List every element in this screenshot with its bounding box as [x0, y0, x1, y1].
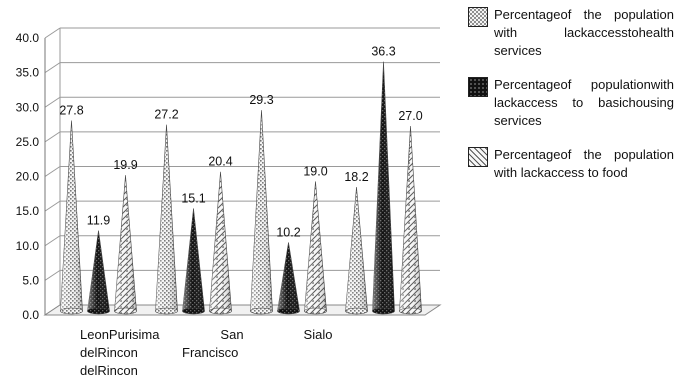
y-tick-label: 10.0	[16, 239, 40, 253]
y-tick-label: 35.0	[16, 66, 40, 80]
cone-base	[209, 307, 232, 315]
cone-base	[87, 307, 110, 315]
cone-shade	[155, 124, 178, 311]
category-label: LeonPurisima	[80, 327, 160, 342]
cone-base	[250, 307, 273, 315]
gridline-side	[44, 200, 61, 212]
data-labels: 27.8 11.9 19.9 27.2 15.1 20.4 29.3 10.2 19.0 18.2…	[59, 45, 422, 240]
cone-base	[304, 307, 327, 315]
cone-base	[345, 307, 368, 315]
legend-item-food: Percentageof the population with lackacc…	[468, 146, 674, 182]
cone	[209, 171, 232, 315]
cone-shade	[114, 175, 137, 311]
cones	[60, 61, 422, 315]
data-label: 29.3	[249, 93, 273, 107]
category-label: San	[220, 327, 243, 342]
floor-plane	[43, 304, 442, 316]
cone-base	[114, 307, 137, 315]
y-tick-label: 5.0	[22, 273, 39, 287]
cone-base	[372, 307, 395, 315]
data-label: 15.1	[181, 191, 205, 205]
data-label: 18.2	[344, 170, 368, 184]
cone	[87, 230, 110, 315]
cone	[182, 208, 205, 315]
category-label: delRincon	[80, 345, 138, 360]
y-tick-label: 20.0	[16, 170, 40, 184]
cone-shade	[277, 242, 300, 311]
cone-chart: 0.0 5.0 10.0 15.0 20.0 25.0 30.0 35.0 40.0 27.8 1…	[16, 27, 442, 378]
cone-shade	[60, 120, 83, 311]
cone	[250, 110, 273, 315]
gridline-side	[44, 96, 61, 108]
gridline-side	[44, 235, 61, 247]
chart-floor	[43, 304, 442, 316]
data-label: 27.0	[398, 109, 422, 123]
cone-shade	[250, 110, 273, 311]
category-label: Sialo	[304, 327, 333, 342]
data-label: 10.2	[276, 225, 300, 239]
legend-label-health: Percentageof the population with lackacc…	[494, 7, 674, 58]
cone	[114, 175, 137, 315]
data-label: 19.0	[303, 164, 327, 178]
cone	[304, 181, 327, 315]
legend-swatch-food	[468, 147, 488, 167]
cone-shade	[372, 61, 395, 312]
data-label: 11.9	[87, 214, 110, 228]
cone	[60, 120, 83, 315]
cone	[155, 124, 178, 315]
y-tick-label: 15.0	[16, 204, 40, 218]
legend-swatch-health	[468, 7, 488, 27]
category-label: delRincon	[80, 363, 138, 378]
y-tick-label: 25.0	[16, 135, 40, 149]
gridline-side	[44, 62, 61, 74]
gridline-side	[44, 27, 61, 39]
cone	[372, 61, 395, 315]
cone-base	[182, 307, 205, 315]
legend-label-housing: Percentageof populationwith lackaccess t…	[494, 77, 674, 128]
data-label: 27.8	[59, 103, 83, 117]
cone-shade	[304, 181, 327, 311]
legend-swatch-housing	[468, 77, 488, 97]
cone-shade	[182, 208, 205, 311]
cone-base	[277, 307, 300, 315]
y-axis: 0.0 5.0 10.0 15.0 20.0 25.0 30.0 35.0 40.0	[16, 28, 61, 322]
cone	[345, 186, 368, 315]
y-tick-label: 40.0	[16, 31, 40, 45]
cone-shade	[345, 186, 368, 311]
cone-base	[399, 307, 422, 315]
data-label: 19.9	[113, 158, 137, 172]
category-labels: LeonPurisima delRincon delRincon San Francis…	[80, 327, 332, 378]
y-tick-label: 0.0	[22, 308, 39, 322]
y-tick-label: 30.0	[16, 100, 40, 114]
cone-base	[60, 307, 83, 315]
legend-label-food: Percentageof the population with lackacc…	[494, 147, 674, 180]
cone	[399, 126, 422, 315]
cone-shade	[209, 171, 232, 311]
gridline-side	[44, 166, 61, 177]
legend: Percentageof the population with lackacc…	[468, 6, 674, 198]
gridline-side	[44, 131, 61, 143]
cone-shade	[87, 230, 110, 311]
cone-base	[155, 307, 178, 315]
cone-shade	[399, 126, 422, 312]
legend-item-health: Percentageof the population with lackacc…	[468, 6, 674, 60]
category-label: Francisco	[182, 345, 238, 360]
cone	[277, 242, 300, 315]
gridline-side	[44, 269, 61, 281]
legend-item-housing: Percentageof populationwith lackaccess t…	[468, 76, 674, 130]
data-label: 20.4	[208, 155, 232, 169]
data-label: 27.2	[154, 108, 178, 122]
data-label: 36.3	[371, 45, 395, 59]
